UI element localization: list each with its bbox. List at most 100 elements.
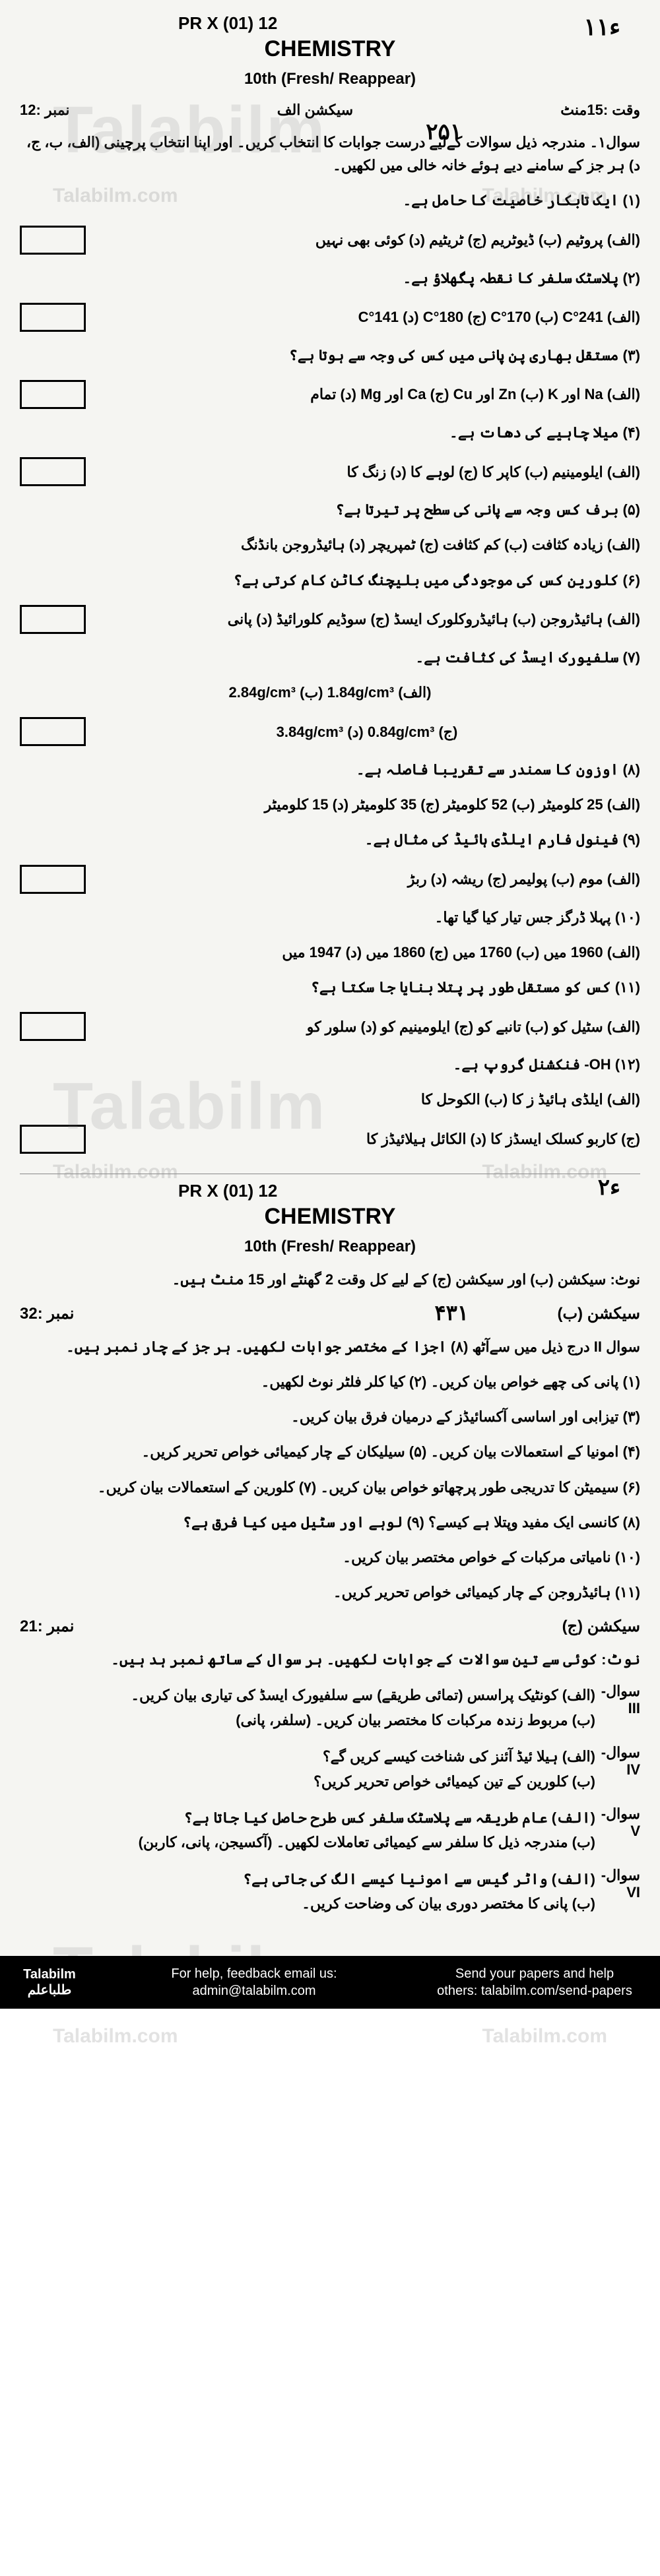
q9: (۹) فینول فارم ایلڈی ہائیڈ کی مثال ہے۔ xyxy=(20,828,640,851)
q11-opts: (الف) سٹیل کو (ب) تانبے کو (ج) ایلومینیم… xyxy=(94,1016,640,1038)
q5-opts: (الف) زیادہ کثافت (ب) کم کثافت (ج) ٹمپری… xyxy=(20,533,640,556)
exam-page: Talabilm Talabilm.com Talabilm.com ۱۱ء P… xyxy=(0,0,660,2009)
q1-row: (الف) پروٹیم (ب) ڈیوٹریم (ج) ٹریٹیم (د) … xyxy=(20,226,640,255)
answer-box[interactable] xyxy=(20,1125,86,1154)
paper-num-top: ۱۱ء xyxy=(583,13,620,41)
q5-label: سوال-V xyxy=(601,1806,640,1840)
q6-a: (الف) واٹر گیس سے امونیا کیسے الگ کی جات… xyxy=(20,1867,595,1891)
q5-block: (الف) عام طریقہ سے پلاسٹک سلفر کس طرح حا… xyxy=(20,1806,640,1855)
q3: (۳) مستقل بھاری پن پانی میں کس کی وجہ سے… xyxy=(20,344,640,367)
q6-opts: (الف) ہائیڈروجن (ب) ہائیڈروکلورک ایسڈ (ج… xyxy=(94,608,640,630)
answer-box[interactable] xyxy=(20,226,86,255)
q7-row: (ج) 0.84g/cm³ (د) 3.84g/cm³ xyxy=(20,717,640,746)
q6-row: (الف) ہائیڈروجن (ب) ہائیڈروکلورک ایسڈ (ج… xyxy=(20,605,640,634)
section-a-label: سیکشن الف xyxy=(277,102,353,119)
q7: (۷) سلفیورک ایسڈ کی کثافت ہے۔ xyxy=(20,646,640,669)
marks-label: نمبر :12 xyxy=(20,102,70,119)
q4-row: (الف) ایلومینیم (ب) کاپر کا (ج) لوہے کا … xyxy=(20,457,640,486)
footer-send2[interactable]: others: talabilm.com/send-papers xyxy=(409,1982,660,1999)
q2-head: سوال II درج ذیل میں سےآٹھ (۸) اجزا کے مخ… xyxy=(20,1335,640,1358)
q7-opts-a: (الف) 1.84g/cm³ (ب) 2.84g/cm³ xyxy=(20,681,640,704)
mid-num-b: ۴۳۱ xyxy=(434,1300,469,1325)
q6: (۶) کلورین کس کی موجودگی میں بلیچنگ کاٹن… xyxy=(20,569,640,592)
q6-label: سوال-VI xyxy=(601,1867,640,1901)
q8: (۸) اوزون کا سمندر سے تقریبا فاصلہ ہے۔ xyxy=(20,758,640,781)
q6-block: (الف) واٹر گیس سے امونیا کیسے الگ کی جات… xyxy=(20,1867,640,1916)
q3-opts: (الف) Na اور K (ب) Zn اور Cu (ج) Ca اور … xyxy=(94,383,640,405)
paper-code: PR X (01) 12 xyxy=(20,13,640,34)
q2-row: (الف) 241°C (ب) 170°C (ج) 180°C (د) 141°… xyxy=(20,303,640,332)
q3-label: سوال-III xyxy=(601,1683,640,1717)
watermark-sub: Talabilm.com xyxy=(482,2025,608,2048)
marks-c: نمبر :21 xyxy=(20,1617,74,1636)
footer-brand-en: Talabilm xyxy=(0,1966,99,1982)
answer-box[interactable] xyxy=(20,380,86,409)
q2-opts: (الف) 241°C (ب) 170°C (ج) 180°C (د) 141°… xyxy=(94,306,640,328)
section-c-row: سیکشن (ج) نمبر :21 xyxy=(20,1617,640,1636)
q4-label: سوال-IV xyxy=(601,1744,640,1778)
footer-email[interactable]: admin@talabilm.com xyxy=(99,1982,409,1999)
q4-a: (الف) ہیلا ئیڈ آئنز کی شناخت کیسے کریں گ… xyxy=(20,1744,595,1769)
q2-11: (۱۱) ہائیڈروجن کے چار کیمیائی خواص تحریر… xyxy=(20,1581,640,1604)
q7-opts-b: (ج) 0.84g/cm³ (د) 3.84g/cm³ xyxy=(94,721,640,743)
q6-b: (ب) پانی کا مختصر دوری بیان کی وضاحت کری… xyxy=(20,1891,595,1916)
q2-4: (۴) امونیا کے استعمالات بیان کریں۔ (۵) س… xyxy=(20,1440,640,1463)
section-c-label: سیکشن (ج) xyxy=(562,1617,640,1636)
section-num: ۲۵۱ xyxy=(426,119,462,145)
q1: (۱) ایک تابکار خاصیت کا حامل ہے۔ xyxy=(20,189,640,212)
answer-box[interactable] xyxy=(20,717,86,746)
answer-box[interactable] xyxy=(20,1012,86,1041)
footer-send1: Send your papers and help xyxy=(409,1965,660,1982)
note-c: نوٹ: کوئی سے تین سوالات کے جوابات لکھیں۔… xyxy=(20,1648,640,1671)
footer: Talabilm طلباعلم For help, feedback emai… xyxy=(0,1956,660,2009)
q5-b: (ب) مندرجہ ذیل کا سلفر سے کیمیائی تعاملا… xyxy=(20,1830,595,1854)
q12-opts-a: (الف) ایلڈی ہائیڈ ز کا (ب) الکوحل کا xyxy=(20,1088,640,1111)
q1-opts: (الف) پروٹیم (ب) ڈیوٹریم (ج) ٹریٹیم (د) … xyxy=(94,229,640,251)
footer-help: For help, feedback email us: xyxy=(99,1965,409,1982)
q10-opts: (الف) 1960 میں (ب) 1760 میں (ج) 1860 میں… xyxy=(20,941,640,964)
answer-box[interactable] xyxy=(20,303,86,332)
q8-opts: (الف) 25 کلومیٹر (ب) 52 کلومیٹر (ج) 35 ک… xyxy=(20,793,640,816)
q4-block: (الف) ہیلا ئیڈ آئنز کی شناخت کیسے کریں گ… xyxy=(20,1744,640,1794)
answer-box[interactable] xyxy=(20,865,86,894)
note-b: نوٹ: سیکشن (ب) اور سیکشن (ج) کے لیے کل و… xyxy=(20,1268,640,1291)
section-b-label: سیکشن (ب) xyxy=(557,1304,640,1323)
section-b-row: سیکشن (ب) نمبر :32 xyxy=(20,1304,640,1323)
paper-code-b: PR X (01) 12 xyxy=(20,1181,640,1201)
q5-a: (الف) عام طریقہ سے پلاسٹک سلفر کس طرح حا… xyxy=(20,1806,595,1830)
q2-6: (۶) سیمیٹن کا تدریجی طور پرچھاتو خواص بی… xyxy=(20,1476,640,1499)
q11-row: (الف) سٹیل کو (ب) تانبے کو (ج) ایلومینیم… xyxy=(20,1012,640,1041)
q2: (۲) پلاسٹک سلفر کا نقطہ پگھلاؤ ہے۔ xyxy=(20,267,640,290)
class-sub: 10th (Fresh/ Reappear) xyxy=(20,70,640,88)
partb-num: ۲ء xyxy=(598,1174,620,1201)
q4: (۴) میلا چاہیے کی دھات ہے۔ xyxy=(20,421,640,444)
footer-brand: Talabilm طلباعلم xyxy=(0,1966,99,1998)
q9-row: (الف) موم (ب) پولیمر (ج) ریشہ (د) ربڑ xyxy=(20,865,640,894)
time-label: وقت :15منٹ xyxy=(560,102,640,119)
q4-opts: (الف) ایلومینیم (ب) کاپر کا (ج) لوہے کا … xyxy=(94,461,640,483)
footer-brand-ur: طلباعلم xyxy=(0,1982,99,1998)
q12-row: (ج) کاربو کسلک ایسڈز کا (د) الکائل ہیلائ… xyxy=(20,1125,640,1154)
marks-b: نمبر :32 xyxy=(20,1304,74,1323)
subject-title-b: CHEMISTRY xyxy=(20,1204,640,1230)
answer-box[interactable] xyxy=(20,605,86,634)
footer-send: Send your papers and help others: talabi… xyxy=(409,1965,660,1999)
q3-block: (الف) کونٹیک پراسس (تمائی طریقے) سے سلفی… xyxy=(20,1683,640,1732)
q3-b: (ب) مربوط زندہ مرکبات کا مختصر بیان کریں… xyxy=(20,1708,595,1732)
q2-3: (۳) تیزابی اور اساسی آکسائیڈز کے درمیان … xyxy=(20,1405,640,1428)
info-row: وقت :15منٹ سیکشن الف نمبر :12 xyxy=(20,102,640,119)
q3-row: (الف) Na اور K (ب) Zn اور Cu (ج) Ca اور … xyxy=(20,380,640,409)
q10: (۱۰) پہلا ڈرگز جس تیار کیا گیا تھا۔ xyxy=(20,906,640,929)
q5: (۵) برف کس وجہ سے پانی کی سطح پر تیرتا ہ… xyxy=(20,498,640,521)
q2-10: (۱۰) نامیاتی مرکبات کے خواص مختصر بیان ک… xyxy=(20,1546,640,1569)
answer-box[interactable] xyxy=(20,457,86,486)
footer-contact: For help, feedback email us: admin@talab… xyxy=(99,1965,409,1999)
q9-opts: (الف) موم (ب) پولیمر (ج) ریشہ (د) ربڑ xyxy=(94,868,640,890)
q12: (۱۲) OH- فنکشنل گروپ ہے۔ xyxy=(20,1053,640,1076)
q3-a: (الف) کونٹیک پراسس (تمائی طریقے) سے سلفی… xyxy=(20,1683,595,1707)
q12-opts-b: (ج) کاربو کسلک ایسڈز کا (د) الکائل ہیلائ… xyxy=(94,1128,640,1150)
instructions: سوال۱۔ مندرجہ ذیل سوالات کےلیے درست جواب… xyxy=(20,131,640,177)
q4-b: (ب) کلورین کے تین کیمیائی خواص تحریر کری… xyxy=(20,1769,595,1794)
q2-1: (۱) پانی کی چھے خواص بیان کریں۔ (۲) کیا … xyxy=(20,1370,640,1393)
q2-8: (۸) کانسی ایک مفید وپتلا ہے کیسے؟ (۹) لو… xyxy=(20,1511,640,1534)
